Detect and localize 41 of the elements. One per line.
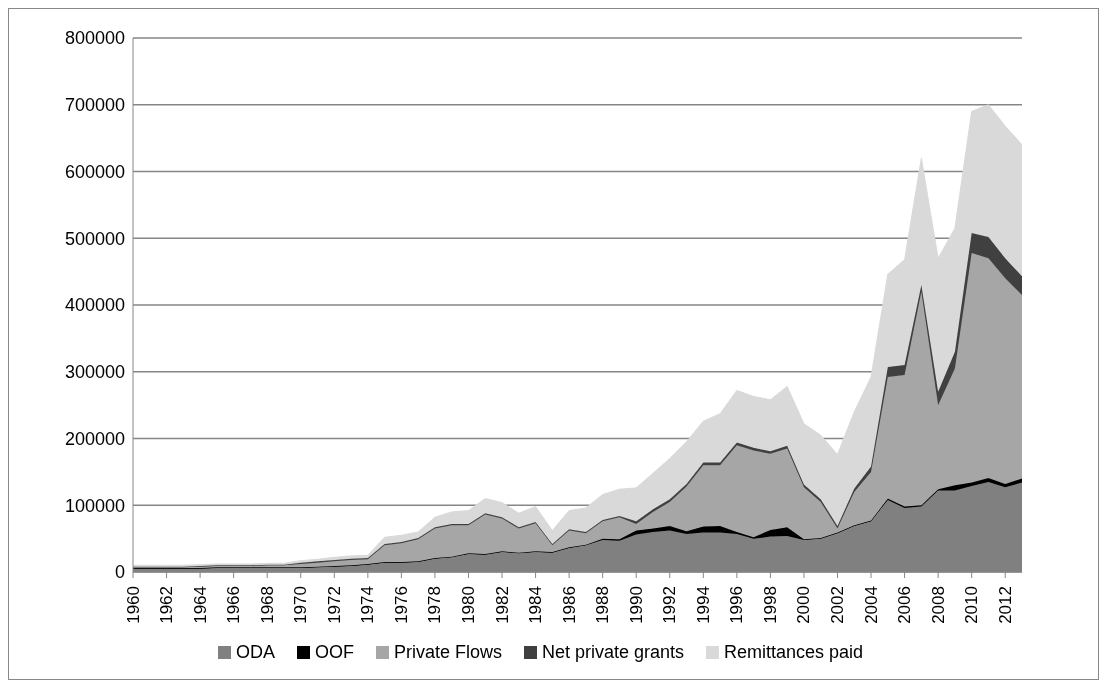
x-tick-label: 1980 [458, 586, 478, 624]
x-tick-label: 1998 [760, 586, 780, 624]
legend-label: Private Flows [393, 642, 502, 663]
x-tick-label: 1988 [593, 586, 613, 624]
x-tick-label: 1966 [224, 586, 244, 624]
x-tick-label: 1964 [190, 586, 210, 624]
x-tick-label: 2006 [895, 586, 915, 624]
x-tick-label: 1992 [660, 586, 680, 624]
y-tick-label: 0 [114, 562, 125, 583]
x-tick-label: 2002 [827, 586, 847, 624]
legend-label: ODA [235, 642, 275, 663]
y-tick-label: 100000 [64, 495, 125, 516]
y-tick-label: 200000 [64, 428, 125, 449]
x-tick-label: 1974 [358, 586, 378, 624]
legend-label: Net private grants [541, 642, 685, 663]
x-tick-label: 2000 [794, 586, 814, 624]
y-tick-label: 700000 [64, 95, 125, 116]
x-tick-label: 1986 [559, 586, 579, 624]
y-tick-label: 400000 [64, 295, 125, 316]
x-tick-label: 1978 [425, 586, 445, 624]
x-tick-label: 1990 [626, 586, 646, 624]
x-tick-label: 1996 [727, 586, 747, 624]
y-tick-label: 500000 [64, 228, 125, 249]
x-tick-label: 1970 [291, 586, 311, 624]
x-tick-label: 1962 [157, 586, 177, 624]
x-tick-label: 1982 [492, 586, 512, 624]
legend-label: OOF [314, 642, 354, 663]
x-tick-label: 1984 [526, 586, 546, 624]
x-tick-label: 2008 [928, 586, 948, 624]
x-tick-label: 1994 [693, 586, 713, 624]
y-tick-label: 600000 [64, 161, 125, 182]
y-tick-label: 300000 [64, 362, 125, 383]
x-tick-label: 1968 [257, 586, 277, 624]
y-tick-label: 800000 [64, 28, 125, 49]
x-tick-label: 2004 [861, 586, 881, 624]
x-tick-label: 2010 [962, 586, 982, 624]
x-tick-label: 2012 [995, 586, 1015, 624]
legend-label: Remittances paid [724, 642, 864, 663]
x-tick-label: 1972 [324, 586, 344, 624]
x-tick-label: 1976 [391, 586, 411, 624]
x-tick-label: 1960 [123, 586, 143, 624]
